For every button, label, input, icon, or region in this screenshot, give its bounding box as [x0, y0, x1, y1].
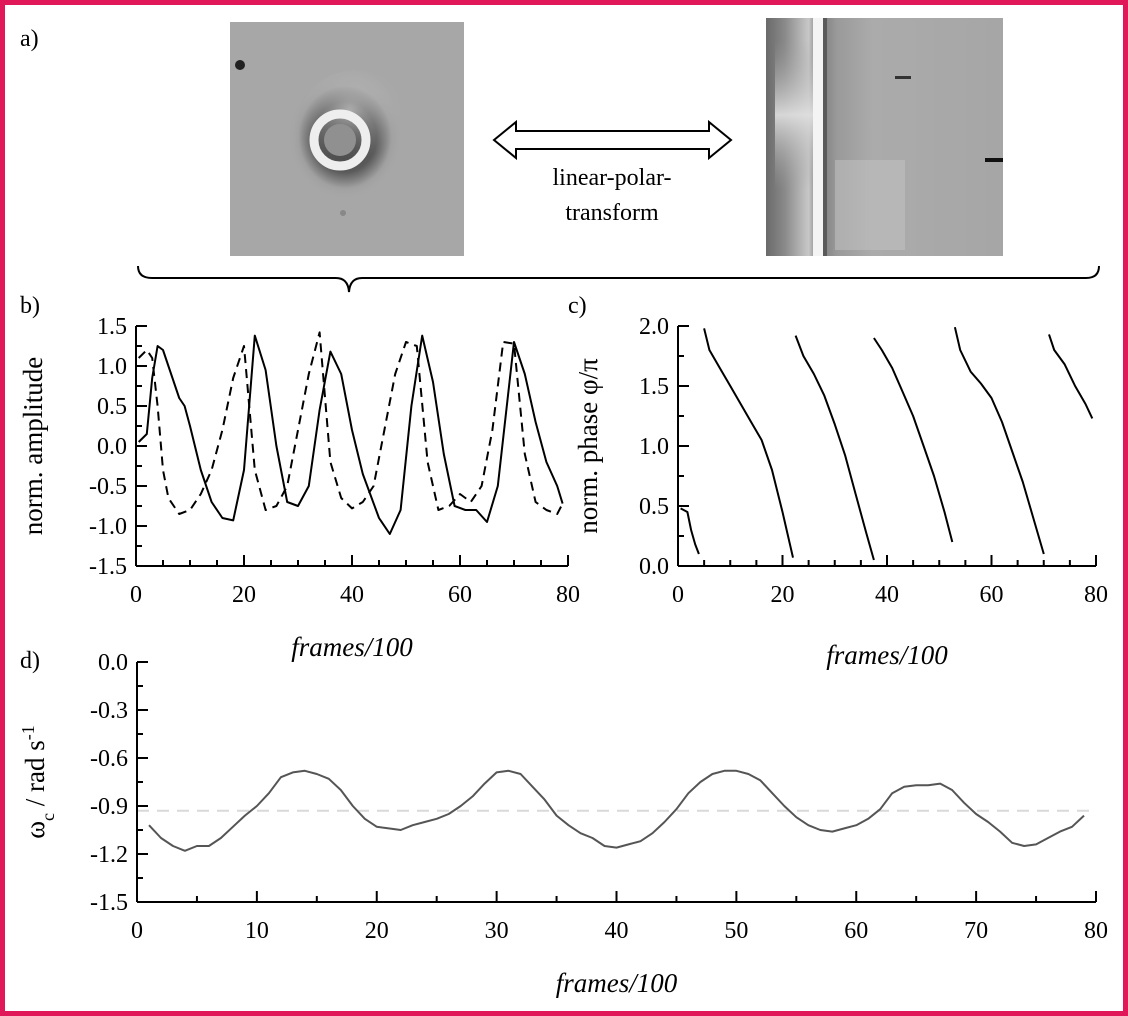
x-tick-label: 60	[980, 582, 1004, 608]
x-axis-label: frames/100	[291, 632, 413, 662]
y-tick-label: 0.5	[639, 494, 669, 520]
phase-chart: 2.0 1.5 1.0 0.5 0.00 20 40 60 80 frames/100 norm. …	[573, 314, 1108, 670]
panel-label-c: c)	[568, 293, 587, 319]
series-line-5	[953, 326, 1045, 555]
y-tick-label: 0.0	[639, 554, 669, 580]
series-line-1	[137, 334, 564, 535]
y-tick-label: 1.0	[639, 434, 669, 460]
y-tick-label: -0.9	[90, 794, 128, 820]
x-axis-label: frames/100	[826, 640, 948, 670]
x-axis-label: frames/100	[556, 968, 678, 998]
double-arrow-icon	[492, 119, 733, 161]
y-tick-label: -1.0	[89, 514, 127, 540]
y-tick-label: 1.5	[97, 314, 127, 340]
x-tick-label: 80	[1084, 582, 1108, 608]
x-tick-label: 20	[232, 582, 256, 608]
y-tick-label: 0.0	[97, 434, 127, 460]
y-tick-label: 0.5	[97, 394, 127, 420]
x-tick-label: 80	[1084, 918, 1108, 944]
y-axis-label: norm. amplitude	[18, 357, 48, 535]
y-axis-label: ωc / rad s-1	[18, 725, 58, 839]
y-tick-label: 1.5	[639, 374, 669, 400]
series-line-4	[873, 337, 954, 543]
y-tick-label: 0.0	[98, 650, 128, 676]
y-tick-label: -0.5	[89, 474, 127, 500]
x-tick-label: 20	[365, 918, 389, 944]
y-tick-label: -1.2	[90, 842, 128, 868]
panel-label-b: b)	[20, 293, 40, 319]
series-line-3	[794, 335, 875, 561]
y-axis-label: norm. phase φ/π	[573, 358, 603, 534]
x-tick-label: 60	[448, 582, 472, 608]
transform-label-line2: transform	[565, 200, 659, 226]
angular-velocity-chart: 0.0 -0.3 -0.6 -0.9 -1.2 -1.50 10 20 30 40 50 60 70 80…	[18, 650, 1108, 998]
panel-label-d: d)	[20, 648, 40, 674]
x-tick-label: 0	[130, 582, 142, 608]
polar-transform-image	[766, 18, 1003, 256]
series-line-6	[1048, 334, 1094, 419]
y-tick-label: -0.6	[90, 746, 128, 772]
x-tick-label: 80	[556, 582, 580, 608]
y-tick-label: 2.0	[639, 314, 669, 340]
panel-label-a: a)	[20, 26, 39, 52]
series-line-2-dashed	[137, 331, 564, 515]
x-tick-label: 40	[605, 918, 629, 944]
x-tick-label: 10	[245, 918, 269, 944]
y-tick-label: -1.5	[89, 554, 127, 580]
brace-icon	[137, 265, 1100, 293]
y-tick-label: 1.0	[97, 354, 127, 380]
transform-label-line1: linear-polar-	[553, 165, 672, 191]
amplitude-chart: 1.5 1.0 0.5 0.0 -0.5 -1.0 -1.50 20 40 60 80 frames/…	[18, 314, 580, 662]
y-tick-label: -1.5	[90, 890, 128, 916]
series-line-1	[148, 769, 1085, 852]
x-tick-label: 30	[485, 918, 509, 944]
x-tick-label: 50	[724, 918, 748, 944]
x-tick-label: 0	[131, 918, 143, 944]
x-tick-label: 40	[340, 582, 364, 608]
x-tick-label: 20	[771, 582, 795, 608]
x-tick-label: 0	[672, 582, 684, 608]
series-line-2	[703, 328, 794, 558]
x-tick-label: 40	[875, 582, 899, 608]
series-line-1	[680, 507, 700, 555]
y-tick-label: -0.3	[90, 698, 128, 724]
x-tick-label: 60	[844, 918, 868, 944]
x-tick-label: 70	[964, 918, 988, 944]
cell-micrograph	[230, 22, 464, 256]
